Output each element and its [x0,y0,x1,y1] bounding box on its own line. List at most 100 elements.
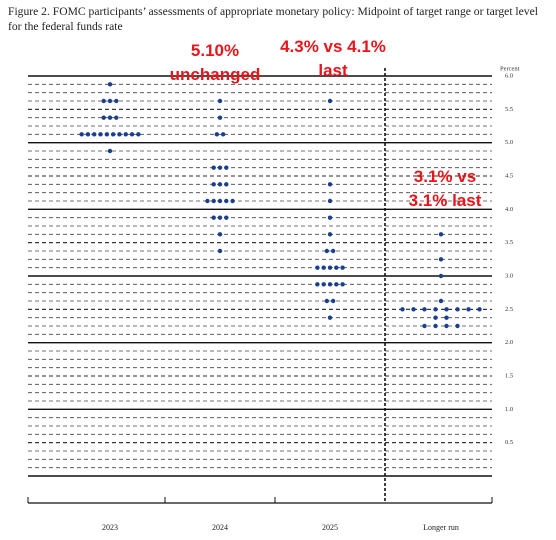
dot [217,115,223,120]
dot [107,148,113,154]
dot [211,182,216,187]
dot [117,132,122,137]
dot [224,165,229,170]
dot [321,265,326,270]
dot [114,115,119,120]
dot [444,323,449,329]
dot [466,307,471,312]
dot [330,248,336,254]
dot [438,298,444,304]
dot [123,132,128,137]
y-tick-label: 4.5 [505,172,513,179]
dot [205,198,210,204]
dot [327,282,333,287]
dot [214,132,220,137]
dot [334,282,339,287]
dot [114,98,119,104]
annotation: 5.10% [191,41,239,60]
y-tick-label: 2.0 [505,339,513,346]
dot [327,182,333,187]
dot [217,98,223,104]
dot [455,307,460,312]
annotation: 3.1% vs [414,167,476,186]
dot [224,215,229,220]
dot [217,232,223,237]
dot [477,307,482,312]
y-tick-label: 2.5 [505,306,513,313]
dot [433,315,438,320]
annotation: 3.1% last [409,191,482,210]
dot [324,298,330,304]
y-axis-label: Percent [500,65,520,72]
chart-title: Figure 2. FOMC participants’ assessments… [8,5,538,33]
dot [230,198,235,204]
dot [324,248,330,254]
dot [327,215,333,220]
y-tick-label: 3.5 [505,239,513,246]
x-tick-label: 2025 [322,523,338,532]
dot [224,182,229,187]
dot [211,165,216,170]
dot [98,132,103,137]
annotation: unchanged [170,65,261,84]
dot [217,182,223,187]
dot [340,265,345,270]
dot [136,132,141,137]
dot [217,215,223,220]
dot [85,132,91,137]
y-tick-label: 5.0 [505,139,513,146]
y-tick-label: 6.0 [505,72,513,79]
dot [211,198,216,204]
y-tick-label: 0.5 [505,439,513,446]
dot [107,115,113,120]
dot [327,315,333,320]
x-tick-label: Longer run [423,523,459,532]
dot [224,198,229,204]
dot [334,265,339,270]
dot [330,298,336,304]
dot [129,132,135,137]
dot [400,307,405,312]
dot [438,273,444,279]
dot [327,198,333,204]
y-tick-label: 4.0 [505,206,513,213]
annotation: 4.3% vs 4.1% [280,37,386,56]
dot [321,282,326,287]
dot [444,307,449,312]
x-tick-label: 2024 [212,523,228,532]
dot [92,132,97,137]
dot [455,323,460,329]
dot [327,98,333,104]
dot [107,98,113,104]
dot [217,198,223,204]
dot [327,265,333,270]
dot [327,232,333,237]
x-tick-label: 2023 [102,523,118,532]
dot [438,257,444,262]
annotation: last [318,61,348,80]
y-tick-label: 1.0 [505,406,513,413]
dot [101,115,106,120]
dot [110,132,116,137]
y-tick-label: 1.5 [505,372,513,379]
y-tick-label: 3.0 [505,272,513,279]
dot [411,307,416,312]
dot [107,82,113,87]
dot [444,315,449,320]
dot [101,98,106,104]
dot [104,132,110,137]
dot [433,323,438,329]
dot [315,265,320,270]
dot [79,132,84,137]
dot [217,248,223,254]
dot [340,282,345,287]
dot [433,307,438,312]
dot [422,323,427,329]
dot [315,282,320,287]
dot [217,165,223,170]
dot [422,307,427,312]
y-tick-label: 5.5 [505,106,513,113]
dot [438,232,444,237]
